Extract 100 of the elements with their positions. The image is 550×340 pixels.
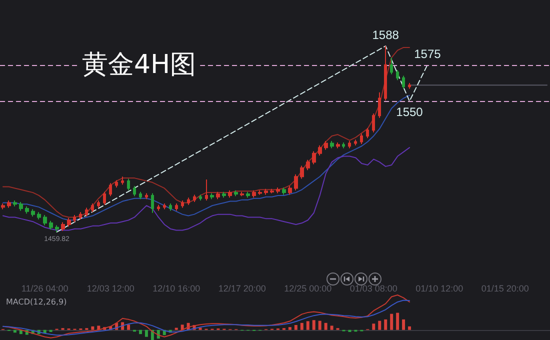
candlestick <box>342 142 345 149</box>
candlestick <box>360 133 363 144</box>
candlestick <box>85 207 88 217</box>
bar <box>144 330 148 337</box>
candlestick <box>354 139 357 146</box>
candlestick <box>127 178 130 191</box>
candlestick <box>181 200 184 208</box>
candlestick <box>306 159 310 171</box>
x-tick-label: 01/03 08:00 <box>350 284 398 294</box>
data-label: 1588 <box>372 28 400 42</box>
candlestick <box>133 186 136 197</box>
candlestick <box>163 202 166 210</box>
candlestick <box>336 142 340 149</box>
candlestick <box>270 188 274 194</box>
candlestick <box>205 179 208 202</box>
x-tick-label: 01/10 12:00 <box>416 284 464 294</box>
candlestick <box>264 188 268 196</box>
bar <box>324 322 328 330</box>
candlestick <box>210 192 214 200</box>
candlestick <box>37 212 41 220</box>
chart-title: 黄金4H图 <box>82 50 196 80</box>
bar <box>372 324 376 330</box>
candlestick <box>330 140 334 149</box>
candlestick <box>396 69 399 81</box>
candlestick <box>7 200 11 208</box>
candlestick <box>252 190 256 198</box>
candlestick <box>228 190 232 198</box>
candlestick <box>378 92 381 118</box>
candlestick <box>73 214 76 223</box>
x-tick-label: 12/17 20:00 <box>218 284 266 294</box>
data-label: 1550 <box>396 105 424 120</box>
candlestick <box>13 200 17 207</box>
candlestick <box>300 165 304 180</box>
bar <box>300 322 304 330</box>
candlestick <box>31 208 35 217</box>
candlestick <box>79 212 82 220</box>
candlestick <box>390 57 393 75</box>
candlestick <box>258 190 262 196</box>
candlestick <box>199 194 202 202</box>
candlestick <box>282 186 286 196</box>
candlestick <box>222 191 226 198</box>
candlestick <box>25 206 29 214</box>
candlestick <box>187 197 190 206</box>
candlestick <box>372 112 375 133</box>
candlestick <box>175 202 178 212</box>
candlestick <box>384 46 387 101</box>
candlestick <box>408 82 411 90</box>
x-tick-label: 12/03 12:00 <box>86 284 134 294</box>
candlestick <box>121 176 124 186</box>
candlestick <box>318 144 322 156</box>
bar <box>288 327 292 330</box>
candlestick <box>276 186 280 194</box>
candlestick <box>246 191 250 198</box>
candlestick <box>366 127 369 139</box>
chart-title: MACD(12,26,9) <box>6 298 67 306</box>
bar <box>330 326 334 330</box>
bar <box>408 326 412 330</box>
candlestick <box>19 201 23 212</box>
candlestick <box>240 191 244 197</box>
candlestick <box>115 180 118 188</box>
candlestick <box>234 190 238 197</box>
candlestick <box>151 192 154 214</box>
candlestick <box>312 150 316 165</box>
candlestick <box>97 200 100 208</box>
candlestick <box>1 202 5 210</box>
bar <box>378 320 382 330</box>
bar <box>13 330 16 333</box>
bar <box>396 312 400 330</box>
candlestick <box>169 202 172 212</box>
candlestick <box>61 222 65 232</box>
candlestick <box>91 202 94 213</box>
candlestick <box>109 182 112 197</box>
x-tick-label: 12/10 16:00 <box>152 284 200 294</box>
candlestick <box>157 204 160 212</box>
candlestick <box>193 194 196 202</box>
candlestick <box>288 186 292 196</box>
candlestick <box>324 140 328 150</box>
bar <box>312 320 316 330</box>
candlestick <box>67 217 71 228</box>
candlestick <box>49 220 53 230</box>
candlestick <box>55 224 59 232</box>
bar <box>294 325 298 330</box>
data-label: 1575 <box>414 46 442 61</box>
candlestick <box>145 192 148 200</box>
x-tick-label: 11/26 04:00 <box>21 284 68 294</box>
bar <box>138 330 142 334</box>
bar <box>306 321 310 330</box>
bar <box>402 319 406 330</box>
x-tick-label: 12/25 00:00 <box>284 284 332 294</box>
bar <box>318 320 322 330</box>
bar <box>390 314 394 330</box>
candlestick <box>348 140 351 149</box>
x-tick-label: 01/15 20:00 <box>481 284 529 294</box>
candlestick <box>216 191 220 200</box>
candlestick <box>402 75 405 90</box>
candlestick <box>43 214 47 226</box>
bar <box>91 326 94 330</box>
candlestick <box>294 174 298 191</box>
bar <box>127 324 130 330</box>
candlestick <box>139 191 142 200</box>
